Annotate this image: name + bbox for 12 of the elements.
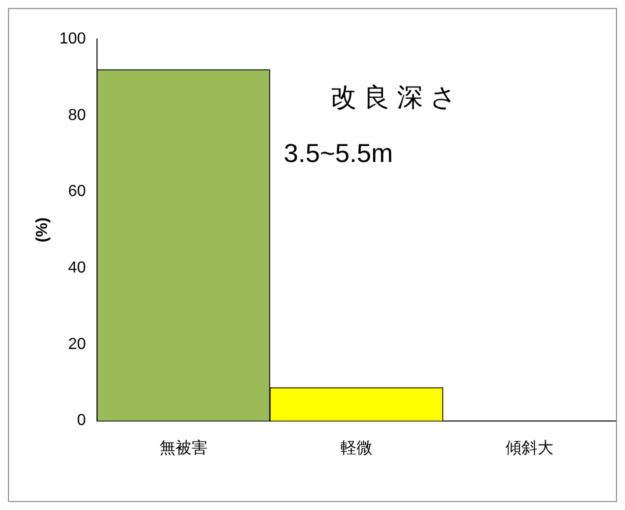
x-tick-label: 無被害 xyxy=(159,438,208,457)
y-tick-label: 0 xyxy=(76,412,86,430)
y-tick-label: 100 xyxy=(59,30,86,48)
y-tick-label: 60 xyxy=(68,183,86,200)
annotation: 改 良 深 さ xyxy=(330,82,458,112)
x-tick-label: 軽微 xyxy=(340,440,372,457)
y-tick-label: 40 xyxy=(68,259,86,276)
y-tick-label: 80 xyxy=(68,106,86,124)
y-tick-label: 20 xyxy=(68,336,86,353)
x-tick-label: 傾斜大 xyxy=(505,438,554,457)
y-axis-title: (%) xyxy=(34,217,52,242)
annotation: 3.5~5.5m xyxy=(284,138,393,168)
